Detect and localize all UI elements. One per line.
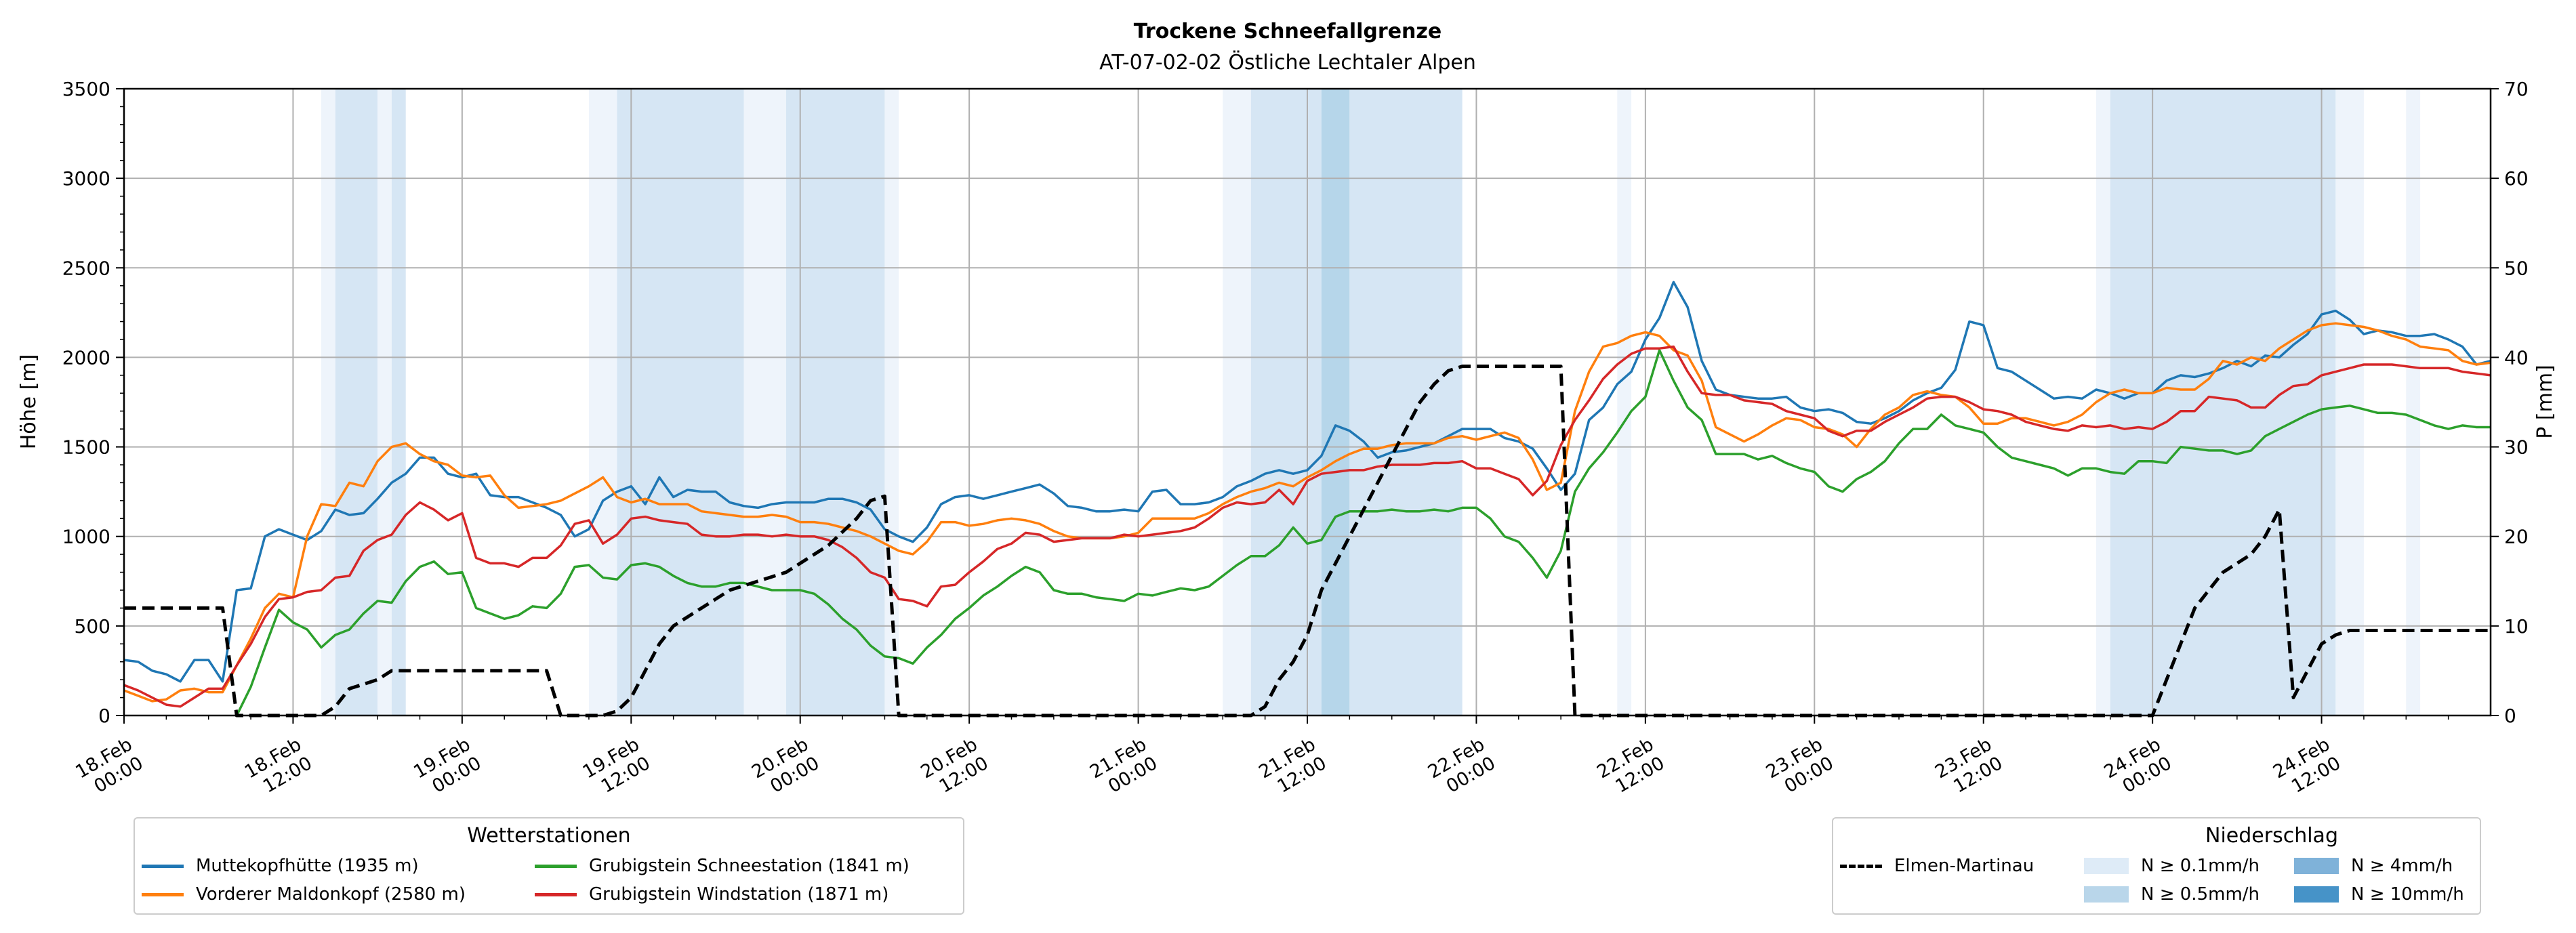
chart-title: Trockene Schneefallgrenze (1134, 20, 1442, 43)
y2-tick-label-0: 0 (2504, 705, 2516, 727)
y2-axis-label: P [mm] (2533, 365, 2557, 438)
precip-band-0 (321, 89, 335, 716)
precip-band-10 (1250, 89, 1322, 716)
series-lines (123, 281, 2491, 718)
legend-label-muttekopfhuette: Muttekopfhütte (1935 m) (196, 856, 419, 876)
legend-label-n-10: N ≥ 10mm/h (2351, 884, 2464, 905)
precip-band-14 (2096, 89, 2110, 716)
y-tick-label-0: 0 (98, 705, 110, 727)
precip-band-6 (743, 89, 786, 716)
stations-legend: Wetterstationen Muttekopfhütte (1935 m) … (134, 817, 964, 915)
precip-band-13 (1617, 89, 1632, 716)
legend-label-vorderer-maldonkopf: Vorderer Maldonkopf (2580 m) (196, 884, 466, 905)
legend-patch-n-10 (2294, 886, 2339, 903)
grid-lines (123, 88, 2491, 716)
legend-swatch-vorderer-maldonkopf (142, 892, 184, 896)
legend-swatch-grubigstein-windstation (535, 892, 577, 896)
legend-item-grubigstein-schneestation: Grubigstein Schneestation (1841 m) (535, 852, 909, 879)
x-tick-label-10: 23.Feb00:00 (1763, 734, 1837, 802)
y2-tick-label-7: 70 (2504, 78, 2529, 100)
y2-tick-label-2: 20 (2504, 526, 2529, 548)
stations-legend-title: Wetterstationen (467, 824, 631, 848)
y-tick-label-5: 2500 (62, 257, 110, 279)
y-tick-label-7: 3500 (62, 78, 110, 100)
legend-patch-n-4 (2294, 858, 2339, 874)
legend-label-n-01: N ≥ 0.1mm/h (2141, 856, 2260, 876)
y-tick-label-1: 500 (75, 615, 110, 638)
legend-label-elmen-martinau: Elmen-Martinau (1894, 856, 2035, 876)
legend-swatch-grubigstein-schneestation (535, 864, 577, 868)
precipitation-bands (321, 89, 2421, 716)
y-tick-label-2: 1000 (62, 526, 110, 548)
precip-band-4 (588, 89, 617, 716)
x-tick-label-5: 20.Feb12:00 (918, 734, 992, 802)
series-line-muttekopfh-tte-1935-m (123, 281, 2491, 683)
y2-tick-label-3: 30 (2504, 436, 2529, 459)
y-tick-label-4: 2000 (62, 346, 110, 369)
precip-band-17 (2406, 89, 2421, 716)
x-tick-label-11: 23.Feb12:00 (1931, 734, 2006, 802)
series-line-elmen-martinau (124, 365, 2491, 718)
legend-label-grubigstein-windstation: Grubigstein Windstation (1871 m) (589, 884, 889, 905)
precip-band-11 (1321, 89, 1350, 716)
y-axis-label: Höhe [m] (17, 354, 41, 450)
legend-swatch-muttekopfhuette (142, 864, 184, 868)
x-tick-label-12: 24.Feb00:00 (2101, 734, 2175, 802)
x-tick-label-7: 21.Feb12:00 (1255, 734, 1330, 802)
x-tick-label-8: 22.Feb00:00 (1425, 734, 1499, 802)
y-tick-label-3: 1500 (62, 436, 110, 459)
x-tick-label-9: 22.Feb12:00 (1593, 734, 1668, 802)
legend-item-n-01: N ≥ 0.1mm/h (2084, 852, 2260, 879)
precip-band-9 (1223, 89, 1251, 716)
x-tick-label-3: 19.Feb12:00 (579, 734, 654, 802)
legend-item-n-10: N ≥ 10mm/h (2294, 881, 2464, 908)
legend-label-n-05: N ≥ 0.5mm/h (2141, 884, 2260, 905)
legend-item-n-4: N ≥ 4mm/h (2294, 852, 2453, 879)
y2-tick-label-1: 10 (2504, 615, 2529, 638)
y2-tick-label-6: 60 (2504, 167, 2529, 190)
y2-tick-label-4: 40 (2504, 346, 2529, 369)
legend-item-n-05: N ≥ 0.5mm/h (2084, 881, 2260, 908)
precip-band-16 (2335, 89, 2364, 716)
precipitation-legend-title: Niederschlag (2205, 824, 2338, 848)
legend-item-muttekopfhuette: Muttekopfhütte (1935 m) (142, 852, 419, 879)
legend-item-vorderer-maldonkopf: Vorderer Maldonkopf (2580 m) (142, 881, 466, 908)
precip-band-2 (377, 89, 392, 716)
precip-band-5 (617, 89, 744, 716)
series-line-grubigstein-windstation-1871-m (123, 345, 2491, 708)
legend-swatch-elmen-martinau (1840, 864, 1882, 868)
y-tick-label-6: 3000 (62, 167, 110, 190)
legend-patch-n-01 (2084, 858, 2129, 874)
x-tick-label-13: 24.Feb12:00 (2270, 734, 2344, 802)
precip-band-7 (785, 89, 885, 716)
precip-band-1 (335, 89, 378, 716)
legend-label-grubigstein-schneestation: Grubigstein Schneestation (1841 m) (589, 856, 909, 876)
chart-subtitle: AT-07-02-02 Östliche Lechtaler Alpen (1099, 50, 1476, 75)
x-tick-label-4: 20.Feb00:00 (748, 734, 823, 802)
precip-band-15 (2110, 89, 2336, 716)
precip-band-12 (1349, 89, 1463, 716)
series-line-vorderer-maldonkopf-2580-m (123, 322, 2491, 703)
x-tick-label-2: 19.Feb00:00 (410, 734, 485, 802)
x-tick-label-1: 18.Feb12:00 (241, 734, 316, 802)
legend-item-elmen-martinau: Elmen-Martinau (1840, 852, 2034, 879)
precip-band-3 (391, 89, 406, 716)
x-tick-label-0: 18.Feb00:00 (72, 734, 146, 802)
legend-item-grubigstein-windstation: Grubigstein Windstation (1871 m) (535, 881, 888, 908)
x-tick-label-6: 21.Feb00:00 (1086, 734, 1161, 802)
precipitation-legend: Niederschlag Elmen-Martinau N ≥ 0.1mm/h … (1832, 817, 2481, 915)
legend-label-n-4: N ≥ 4mm/h (2351, 856, 2453, 876)
legend-patch-n-05 (2084, 886, 2129, 903)
y2-tick-label-5: 50 (2504, 257, 2529, 279)
